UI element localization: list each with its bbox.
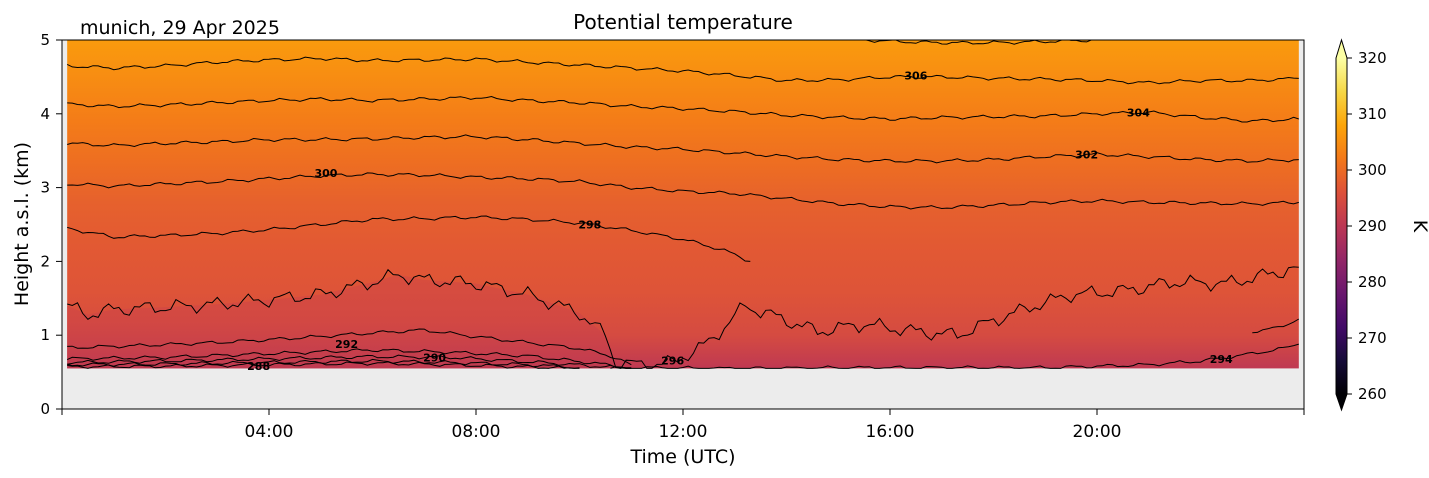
y-axis: 0 1 2 3 4 5 <box>40 31 62 418</box>
colorbar-tick-label: 290 <box>1358 217 1387 235</box>
x-tick-label: 12:00 <box>659 422 708 442</box>
contour-label: 296 <box>661 354 684 367</box>
x-axis-label: Time (UTC) <box>629 446 735 468</box>
contour-label: 290 <box>423 351 446 364</box>
contour-labels: 288 290 292 294 296 298 300 302 304 306 <box>247 69 1233 373</box>
colorbar-tick-label: 260 <box>1358 385 1387 403</box>
contour-label: 302 <box>1075 148 1098 161</box>
colorbar-label: K <box>1409 220 1429 233</box>
contour-line <box>864 40 1097 45</box>
contour-line <box>67 328 632 366</box>
contour-line <box>67 358 580 369</box>
contour-lines <box>66 40 1300 369</box>
colorbar-tick-label: 310 <box>1358 105 1387 123</box>
y-tick-label: 3 <box>40 179 50 197</box>
contour-label: 298 <box>578 219 601 232</box>
x-tick-label: 08:00 <box>452 422 501 442</box>
contour-line <box>67 266 1299 369</box>
colorbar-max-extension <box>1336 40 1347 58</box>
y-tick-label: 2 <box>40 252 50 270</box>
contour-line <box>67 134 1299 164</box>
colorbar-tick-label: 320 <box>1358 49 1387 67</box>
contour-line <box>67 95 1299 123</box>
colorbar-tick-label: 300 <box>1358 161 1387 179</box>
chart-title: Potential temperature <box>573 10 793 34</box>
contour-label: 292 <box>335 338 358 351</box>
contour-label: 294 <box>1210 353 1233 366</box>
contour-line <box>610 343 1299 369</box>
contour-line <box>1252 318 1300 334</box>
x-tick-label: 16:00 <box>866 422 915 442</box>
plot-area: 288 290 292 294 296 298 300 302 304 306 <box>61 39 1305 410</box>
colorbar-tick-label: 280 <box>1358 273 1387 291</box>
contour-line <box>67 172 1299 210</box>
cold-core-region <box>67 274 616 369</box>
x-axis: 04:00 08:00 12:00 16:00 20:00 <box>61 409 1305 442</box>
colorbar: 260 270 280 290 300 310 320 K <box>1335 38 1429 412</box>
colorbar-min-extension <box>1336 394 1347 410</box>
contour-line <box>67 215 751 262</box>
contour-label: 288 <box>247 360 270 373</box>
contour-line <box>67 354 632 369</box>
x-tick-label: 04:00 <box>245 422 294 442</box>
x-tick-label: 20:00 <box>1073 422 1122 442</box>
contour-line <box>66 56 1299 85</box>
contour-label: 304 <box>1127 106 1150 119</box>
y-axis-label: Height a.s.l. (km) <box>11 142 33 306</box>
y-tick-label: 0 <box>40 400 50 418</box>
contour-label: 300 <box>314 167 337 180</box>
y-tick-label: 5 <box>40 31 50 49</box>
colorbar-tick-label: 270 <box>1358 329 1387 347</box>
contour-line <box>66 348 632 369</box>
y-tick-label: 1 <box>40 326 50 344</box>
chart-subtitle: munich, 29 Apr 2025 <box>80 17 280 39</box>
colorbar-ticks: 260 270 280 290 300 310 320 <box>1347 49 1387 403</box>
y-tick-label: 4 <box>40 105 50 123</box>
colorbar-scale <box>1336 58 1347 394</box>
contour-label: 306 <box>904 69 927 82</box>
